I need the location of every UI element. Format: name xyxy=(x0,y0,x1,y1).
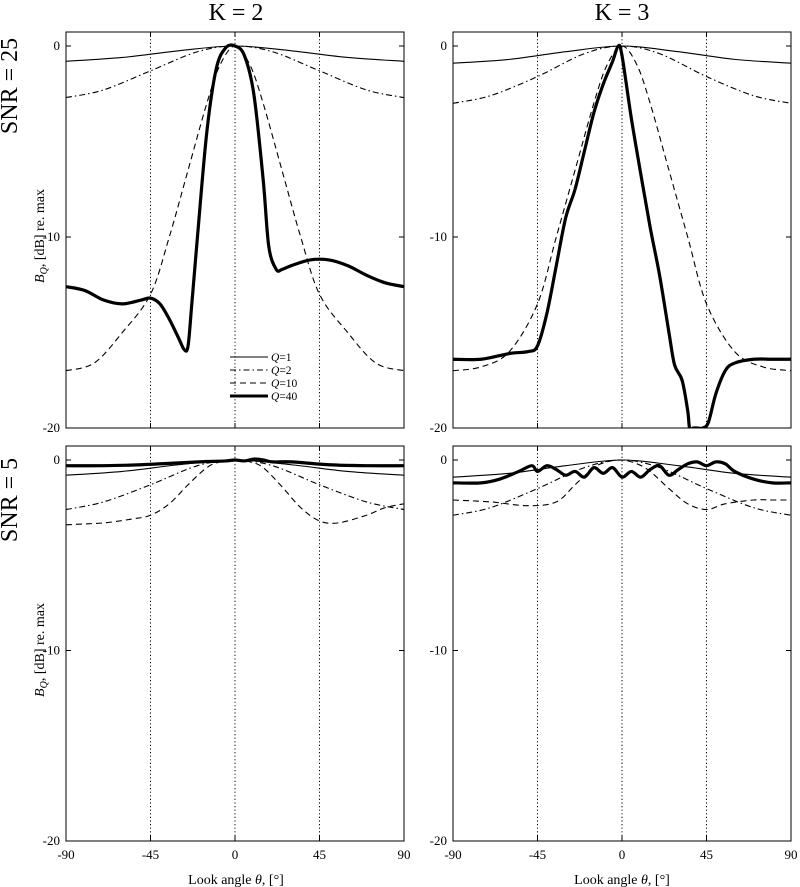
y-axis-label-top: BQ, [dB] re. max xyxy=(33,189,50,283)
svg-text:Q=40: Q=40 xyxy=(271,391,298,403)
panel-snr25-k3: 0 -10 -20 xyxy=(430,31,792,435)
x-tick-label: 45 xyxy=(700,847,713,862)
legend-entry-q40: Q=40 xyxy=(230,391,298,403)
x-tick-label: -90 xyxy=(57,847,74,862)
y-tick-label: -20 xyxy=(43,833,60,848)
series-q40-line xyxy=(453,43,791,428)
series-q10-line xyxy=(66,45,404,372)
svg-text:Q=2: Q=2 xyxy=(271,365,292,377)
x-axis-label-left: Look angle θ, [°] xyxy=(188,873,284,887)
series-group xyxy=(453,459,791,516)
panel-snr5-k3: -90 -45 0 45 90 0 -10 -20 xyxy=(430,445,798,862)
svg-text:Q=10: Q=10 xyxy=(271,378,298,390)
series-q10-line xyxy=(453,459,791,511)
panel-snr25-k2: 0 -10 -20 xyxy=(43,31,405,435)
x-tick-label: 0 xyxy=(619,847,626,862)
x-tick-label: 90 xyxy=(785,847,798,862)
legend: Q=1 Q=2 Q=10 Q=40 xyxy=(230,352,298,403)
x-tick-label: 0 xyxy=(232,847,239,862)
series-q2-line xyxy=(66,459,404,511)
y-tick-label: -10 xyxy=(430,643,447,658)
panels: 0-10-200-10-20-90 -45 0 45 900-10-20-90 -45 0 4… xyxy=(43,31,798,862)
panel-snr5-k2: -90 -45 0 45 90 0 -10 -20 xyxy=(43,445,411,862)
x-tick-label: -45 xyxy=(142,847,159,862)
y-tick-label: -10 xyxy=(43,229,60,244)
y-axis-label-bottom: BQ, [dB] re. max xyxy=(33,603,50,697)
x-tick-label: 90 xyxy=(398,847,411,862)
series-q40-line xyxy=(66,457,404,468)
series-q40-line xyxy=(66,43,404,353)
series-q10-line xyxy=(66,459,404,526)
legend-entry-q1: Q=1 xyxy=(230,352,292,364)
series-group xyxy=(66,457,404,526)
series-group xyxy=(453,43,791,428)
legend-entry-q2: Q=2 xyxy=(230,365,292,377)
series-q10-line xyxy=(453,45,791,372)
column-title-k2: K = 2 xyxy=(209,0,264,26)
y-tick-label: 0 xyxy=(441,452,448,467)
row-label-snr25: SNR = 25 xyxy=(0,38,23,134)
series-group xyxy=(66,43,404,372)
y-tick-label: -10 xyxy=(430,229,447,244)
row-label-snr5: SNR = 5 xyxy=(0,458,23,542)
x-tick-label: -90 xyxy=(444,847,461,862)
column-title-k3: K = 3 xyxy=(595,0,650,26)
x-tick-label: 45 xyxy=(313,847,326,862)
y-tick-label: -20 xyxy=(430,420,447,435)
x-axis-label-right: Look angle θ, [°] xyxy=(574,873,670,887)
y-tick-label: 0 xyxy=(54,38,61,53)
svg-text:Q=1: Q=1 xyxy=(271,352,292,364)
y-tick-label: -20 xyxy=(43,420,60,435)
y-tick-label: 0 xyxy=(54,452,61,467)
legend-entry-q10: Q=10 xyxy=(230,378,298,390)
y-tick-label: 0 xyxy=(441,38,448,53)
x-tick-label: -45 xyxy=(529,847,546,862)
y-tick-label: -20 xyxy=(430,833,447,848)
y-tick-label: -10 xyxy=(43,643,60,658)
panel-frame xyxy=(65,31,405,429)
series-q40-line xyxy=(453,460,791,485)
